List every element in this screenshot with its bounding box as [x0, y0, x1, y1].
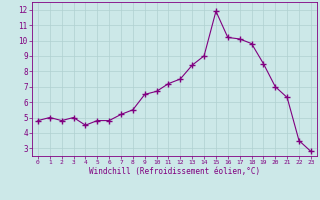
X-axis label: Windchill (Refroidissement éolien,°C): Windchill (Refroidissement éolien,°C)	[89, 167, 260, 176]
